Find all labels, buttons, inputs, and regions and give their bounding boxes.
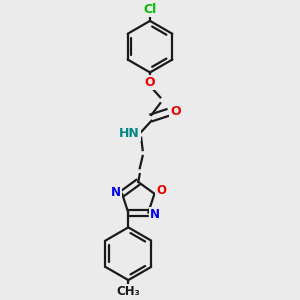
Text: Cl: Cl: [143, 3, 157, 16]
Text: N: N: [150, 208, 160, 221]
Text: O: O: [145, 76, 155, 89]
Text: HN: HN: [119, 128, 140, 140]
Text: N: N: [111, 186, 121, 199]
Text: O: O: [156, 184, 166, 197]
Text: CH₃: CH₃: [116, 285, 140, 298]
Text: O: O: [170, 105, 181, 118]
